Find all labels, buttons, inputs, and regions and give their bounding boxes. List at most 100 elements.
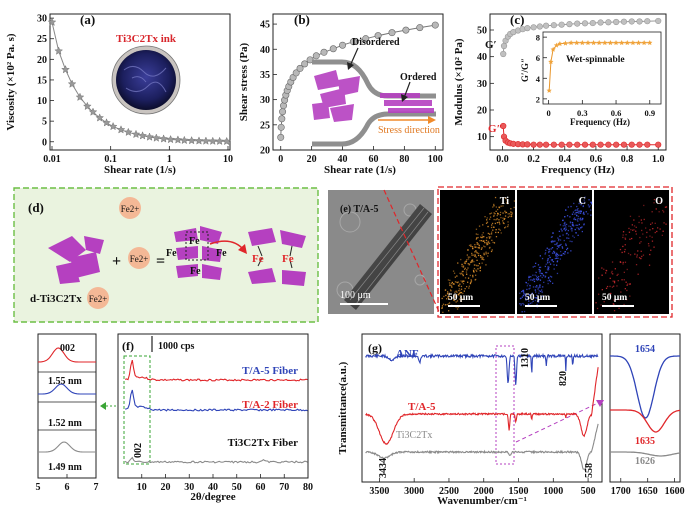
- edx-dot: [464, 261, 466, 263]
- edx-dot: [474, 253, 476, 256]
- edx-dot: [579, 212, 582, 214]
- ink-label: Ti3C2Tx ink: [116, 33, 177, 45]
- edx-dot: [538, 299, 540, 302]
- a-y-tick-label: 25: [37, 34, 47, 45]
- edx-dot: [482, 224, 484, 226]
- edx-dot: [635, 230, 637, 233]
- panel-a-yticks: 0 5 10 15 20 25 30: [37, 14, 54, 148]
- edx-dot: [555, 255, 557, 257]
- c-x-tick-label: 0.0: [496, 154, 509, 165]
- edx-dot: [653, 202, 655, 204]
- edx-dot: [523, 291, 525, 293]
- edx-dot: [466, 254, 468, 256]
- edx-dot: [475, 256, 477, 258]
- a-point: [88, 107, 98, 116]
- edx-dot: [527, 303, 529, 305]
- fe-ion-2-label: Fe2+: [130, 254, 149, 264]
- edx-dot: [625, 281, 627, 283]
- edx-dot: [614, 268, 616, 270]
- edx-dot: [556, 264, 558, 266]
- edx-dot: [640, 241, 642, 243]
- edx-dot: [519, 303, 521, 305]
- edx-dot: [531, 302, 533, 304]
- edx-dot: [548, 250, 550, 253]
- edx-dot: [474, 244, 476, 246]
- edx-dot: [480, 240, 483, 242]
- edx-dot: [616, 274, 618, 276]
- edx-dot: [624, 244, 626, 246]
- edx-dot: [456, 300, 459, 302]
- edx-dot: [459, 292, 461, 294]
- edx-dot: [522, 290, 524, 292]
- g-peak-3434: 3434: [378, 458, 389, 478]
- c-series-point-0: [636, 18, 643, 25]
- edx-dot: [519, 297, 522, 300]
- edx-dot: [579, 219, 581, 221]
- edx-dot: [617, 273, 619, 275]
- f-legend-ta5: T/A-5 Fiber: [242, 365, 298, 377]
- edx-dot: [556, 260, 559, 262]
- edx-dot: [471, 259, 474, 261]
- edx-dot: [453, 272, 456, 274]
- ci-x-tick-label: 0: [546, 108, 550, 118]
- panel-e: (e) T/A-5 100 μm Ti 50 μm C 50 μm O 50 μm: [328, 186, 673, 318]
- edx-dot: [541, 257, 544, 260]
- edx-dot: [456, 291, 458, 293]
- edx-dot: [620, 261, 622, 263]
- edx-dot: [522, 295, 524, 297]
- edx-dot: [460, 291, 463, 294]
- ci-point: [553, 42, 560, 48]
- edx-dot: [659, 228, 661, 230]
- g-x-tick-label: 2000: [474, 486, 494, 497]
- edx-dot: [538, 270, 541, 272]
- c-series-point-1: [644, 141, 651, 148]
- edx-dot: [632, 229, 634, 231]
- edx-dot: [487, 240, 489, 242]
- edx-dot: [476, 270, 478, 272]
- edx-dot: [548, 255, 550, 257]
- edx-dot: [520, 304, 522, 306]
- edx-dot: [479, 270, 481, 272]
- edx-dot: [454, 276, 456, 278]
- a-point: [173, 135, 183, 144]
- edx-dot: [555, 257, 558, 259]
- edx-dot: [447, 303, 449, 305]
- edx-dot: [561, 247, 564, 249]
- edx-dot: [448, 282, 451, 284]
- edx-dot: [636, 254, 638, 256]
- edx-dot: [559, 235, 561, 237]
- edx-dot: [562, 225, 564, 227]
- c-y-tick-label: 50: [477, 26, 487, 37]
- a-point: [215, 136, 224, 145]
- edx-dot: [469, 274, 471, 277]
- edx-dot: [576, 219, 578, 221]
- edx-dot: [631, 224, 633, 226]
- c-series-point-1: [636, 141, 643, 148]
- edx-dot: [459, 295, 461, 297]
- edx-dot: [520, 303, 522, 305]
- edx-dot: [549, 275, 552, 277]
- edx-dot: [460, 300, 462, 302]
- edx-dot: [474, 251, 476, 253]
- edx-dot: [638, 215, 640, 218]
- edx-dot: [585, 211, 587, 213]
- edx-dot: [623, 303, 625, 306]
- edx-dot: [556, 253, 558, 256]
- panel-f-label: (f): [122, 339, 134, 353]
- edx-dot: [564, 221, 566, 224]
- edx-dot: [641, 229, 643, 232]
- edx-dot: [462, 274, 464, 277]
- g-zoom-1654: 1654: [635, 344, 655, 355]
- edx-dot: [539, 272, 541, 274]
- b-y-tick-label: 20: [260, 146, 270, 157]
- edx-dot: [552, 240, 554, 242]
- sem-mapping-line: [383, 189, 441, 315]
- edx-dot: [511, 212, 513, 214]
- edx-dot: [532, 294, 534, 296]
- edx-dot: [663, 211, 665, 213]
- edx-dot: [577, 215, 580, 218]
- edx-dot: [487, 243, 489, 246]
- c-y-tick-label: 40: [477, 52, 487, 63]
- edx-dot: [556, 242, 558, 244]
